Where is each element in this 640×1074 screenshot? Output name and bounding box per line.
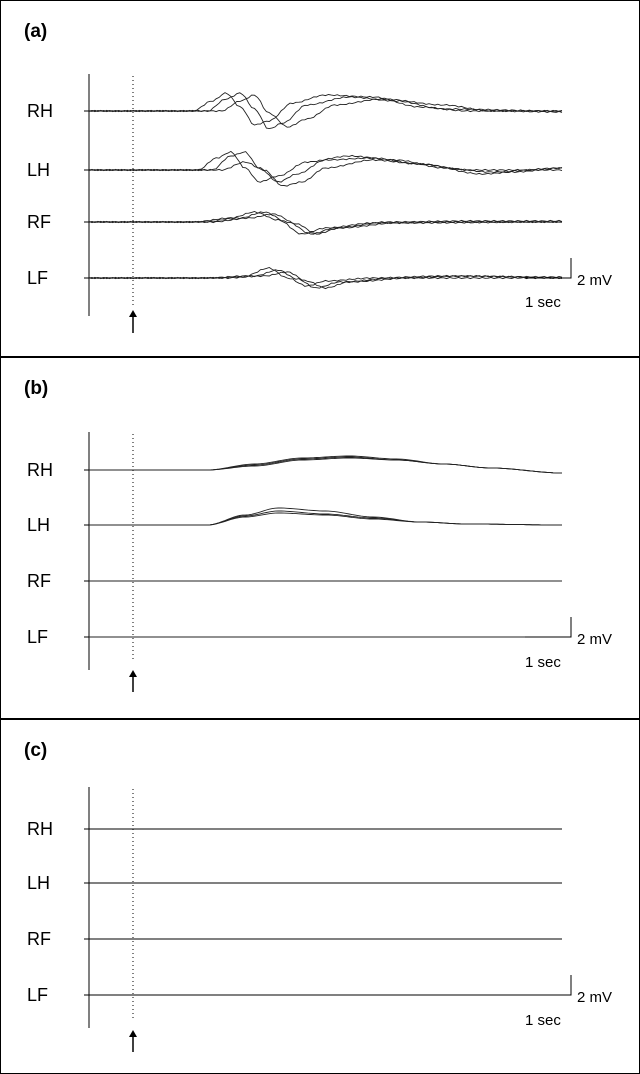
channel-label-rh: RH <box>27 101 53 121</box>
trace-rh-trial-3 <box>89 455 562 474</box>
channel-label-lf: LF <box>27 985 48 1005</box>
trace-lh-trial-1 <box>89 512 562 526</box>
trace-lh-trial-3 <box>88 159 563 187</box>
scale-bar-voltage-label: 2 mV <box>577 272 612 289</box>
trace-rh-trial-1 <box>89 457 562 474</box>
channel-label-lf: LF <box>27 627 48 647</box>
scale-bar-time-label: 1 sec <box>525 1012 561 1029</box>
scale-bar-voltage-label: 2 mV <box>577 989 612 1006</box>
panel-1: (a) RH LH RF LF 2 mV 1 sec <box>0 0 640 357</box>
trace-lh-trial-1 <box>88 150 563 183</box>
channel-label-rf: RF <box>27 212 51 232</box>
channel-label-rh: RH <box>27 819 53 839</box>
channel-label-lh: LH <box>27 160 50 180</box>
channel-label-rh: RH <box>27 460 53 480</box>
scale-bar-time-label: 1 sec <box>525 294 561 311</box>
panel-3: (c) RH LH RF LF 2 mV 1 sec <box>0 719 640 1074</box>
trace-rh-trial-1 <box>88 92 563 126</box>
panel-label: (a) <box>24 21 47 42</box>
channel-label-lh: LH <box>27 515 50 535</box>
trace-lh-trial-2 <box>89 507 562 526</box>
channel-label-rf: RF <box>27 929 51 949</box>
scale-bar <box>525 975 572 996</box>
trace-rf-trial-2 <box>88 211 563 235</box>
trace-lh-trial-3 <box>89 510 562 526</box>
arrow-head-icon <box>129 670 137 677</box>
scale-bar <box>525 617 572 638</box>
scale-bar-voltage-label: 2 mV <box>577 631 612 648</box>
channel-label-rf: RF <box>27 571 51 591</box>
channel-label-lh: LH <box>27 873 50 893</box>
panel-label: (b) <box>24 378 48 399</box>
arrow-head-icon <box>129 310 137 317</box>
panel-2: (b) RH LH RF LF 2 mV 1 sec <box>0 357 640 719</box>
trace-rf-trial-3 <box>88 213 563 235</box>
channel-label-lf: LF <box>27 268 48 288</box>
trace-lh-trial-2 <box>88 151 563 183</box>
arrow-head-icon <box>129 1030 137 1037</box>
panel-label: (c) <box>24 740 47 761</box>
scale-bar <box>525 258 572 279</box>
trace-rh-trial-3 <box>88 94 563 128</box>
scale-bar-time-label: 1 sec <box>525 654 561 671</box>
trace-lf-trial-3 <box>88 271 563 290</box>
